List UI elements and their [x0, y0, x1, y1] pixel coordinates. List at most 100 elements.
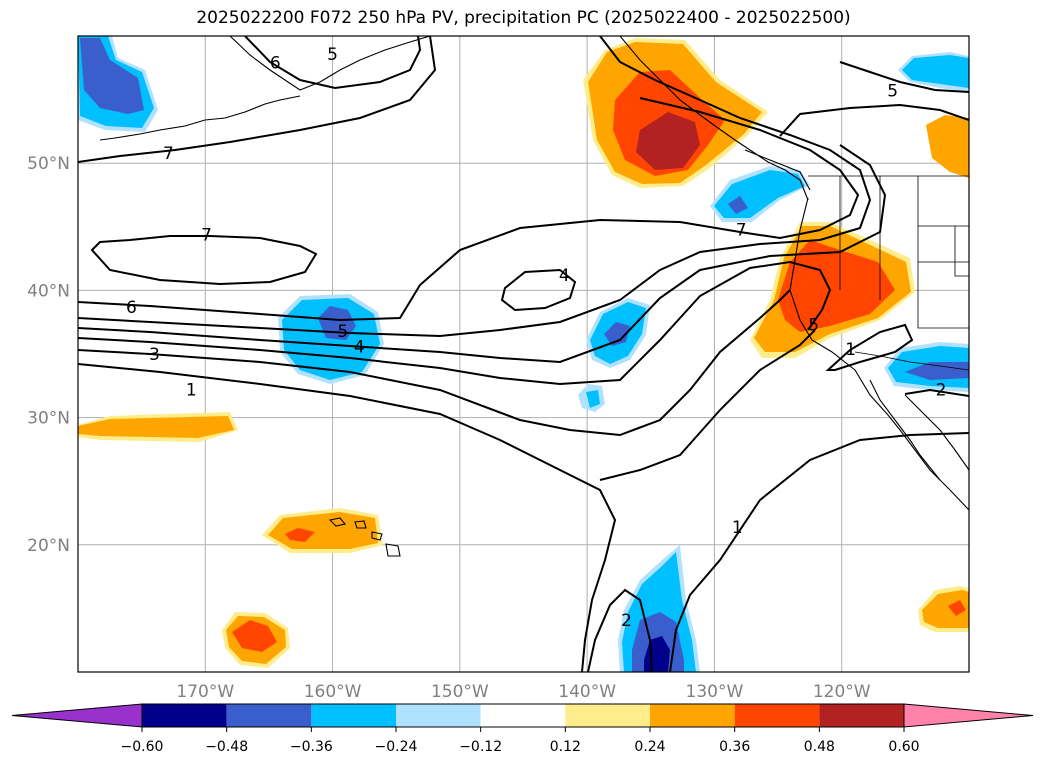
colorbar-segment: [142, 704, 227, 727]
precip-blob-ne-blue: [728, 196, 748, 214]
contour-6-north: [244, 36, 422, 90]
contour-6: [78, 97, 860, 322]
precip-blob-alaska-darkred: [636, 112, 700, 170]
contour-label: 5: [337, 322, 348, 342]
contour-1-west: [78, 363, 617, 672]
precip-blob-mid-blue: [604, 322, 630, 346]
colorbar-segment: [226, 704, 312, 727]
coastlines: [99, 36, 969, 557]
axis-tick-labels: 170°W 160°W 150°W 140°W 130°W 120°W 20°N 30°N 40…: [27, 154, 871, 702]
contour-5: [78, 36, 872, 338]
contour-2-se: [904, 388, 969, 397]
colorbar-tick-label: 0.24: [634, 739, 665, 755]
precip-blob-california-red: [778, 240, 895, 332]
lat-tick-label: 30°N: [27, 409, 70, 429]
contour-label: 5: [327, 45, 338, 65]
coastline-mexico: [904, 394, 969, 471]
contour-label: 1: [845, 340, 856, 360]
coastline-aleutians: [99, 95, 301, 141]
positive-precip-areas: [78, 38, 969, 668]
contour-7-closed: [90, 235, 318, 286]
precip-blob-west-orange: [78, 416, 234, 438]
contour-label: 3: [149, 345, 160, 365]
coastline-us-west: [789, 197, 969, 511]
contour-label: 6: [126, 298, 137, 318]
contour-label: 5: [808, 316, 819, 336]
colorbar-tick-label: 0.48: [804, 739, 835, 755]
negative-precip-areas: [78, 36, 969, 672]
colorbar: −0.60 −0.48 −0.36 −0.24 −0.12 0.12 0.24 0.36 0.4…: [11, 703, 1034, 755]
contour-1-small: [825, 323, 914, 371]
contour-3: [78, 260, 832, 386]
colorbar-tick-label: −0.48: [205, 739, 248, 755]
lat-tick-label: 40°N: [27, 281, 70, 301]
colorbar-tick-label: −0.24: [375, 739, 418, 755]
contour-label: 5: [887, 82, 898, 102]
coastline-bc: [619, 36, 809, 201]
colorbar-segment: [311, 704, 396, 727]
lon-tick-label: 140°W: [558, 682, 616, 702]
contour-label: 1: [732, 518, 743, 538]
colorbar-tick-label: −0.12: [459, 739, 502, 755]
pv-contours: [78, 36, 969, 672]
precip-blob-small-cyan: [586, 390, 600, 408]
contour-1-east: [599, 329, 816, 481]
colorbar-tick-label: −0.36: [290, 739, 333, 755]
precip-blob-sw-red: [232, 620, 277, 652]
precip-blob-hawaii-red: [285, 528, 315, 542]
colorbar-extend-max: [903, 703, 1034, 728]
precip-blob-pnw-orange: [926, 115, 969, 178]
contour-7-north: [78, 36, 437, 163]
coastline-baja: [869, 379, 941, 481]
colorbar-segment: [480, 704, 566, 727]
colorbar-tick-label: 0.36: [719, 739, 750, 755]
lat-tick-label: 50°N: [27, 154, 70, 174]
contour-1-south: [669, 432, 969, 672]
precip-blob-nw-blue: [80, 38, 144, 114]
coastline-hawaii: [328, 517, 401, 557]
contour-2: [78, 289, 791, 437]
contour-4: [78, 144, 887, 364]
lat-tick-label: 20°N: [27, 536, 70, 556]
map-title: 2025022200 F072 250 hPa PV, precipitatio…: [196, 8, 851, 28]
colorbar-segment: [819, 704, 904, 727]
colorbar-tick-label: 0.12: [550, 739, 581, 755]
contour-label: 7: [736, 220, 747, 240]
coastline-vancouver: [744, 149, 811, 191]
contour-5-ne: [779, 103, 969, 137]
coastline-alaska: [229, 36, 431, 91]
contour-label: 7: [201, 225, 212, 245]
colorbar-segment: [650, 704, 735, 727]
contour-label: 2: [621, 611, 632, 631]
lon-tick-label: 170°W: [176, 682, 234, 702]
contour-label: 6: [270, 54, 281, 74]
contour-4-closed: [500, 268, 577, 312]
precip-blob-sbaja-blue: [905, 362, 969, 380]
lon-tick-label: 120°W: [813, 682, 871, 702]
contour-5-ne2: [839, 61, 969, 93]
contour-label: 4: [559, 266, 570, 286]
lon-tick-label: 150°W: [431, 682, 489, 702]
contour-label: 4: [354, 337, 365, 357]
colorbar-segment: [565, 704, 650, 727]
colorbar-frame: [141, 703, 905, 728]
contour-2-south: [587, 588, 653, 672]
lon-tick-label: 160°W: [304, 682, 362, 702]
contour-label: 1: [186, 381, 197, 401]
map-frame: [77, 35, 970, 673]
colorbar-segment: [396, 704, 481, 727]
precip-blob-ne2-cyan: [902, 55, 969, 88]
lon-tick-label: 130°W: [686, 682, 744, 702]
colorbar-segment: [734, 704, 820, 727]
colorbar-tick-label: 0.60: [888, 739, 919, 755]
contour-label: 2: [936, 381, 947, 401]
colorbar-extend-min: [11, 703, 143, 728]
precip-blob-se-orange: [922, 590, 969, 628]
border-us-mexico: [854, 351, 969, 371]
precip-blob-se-red: [948, 600, 966, 616]
colorbar-tick-label: −0.60: [121, 739, 164, 755]
contour-label: 7: [163, 144, 174, 164]
